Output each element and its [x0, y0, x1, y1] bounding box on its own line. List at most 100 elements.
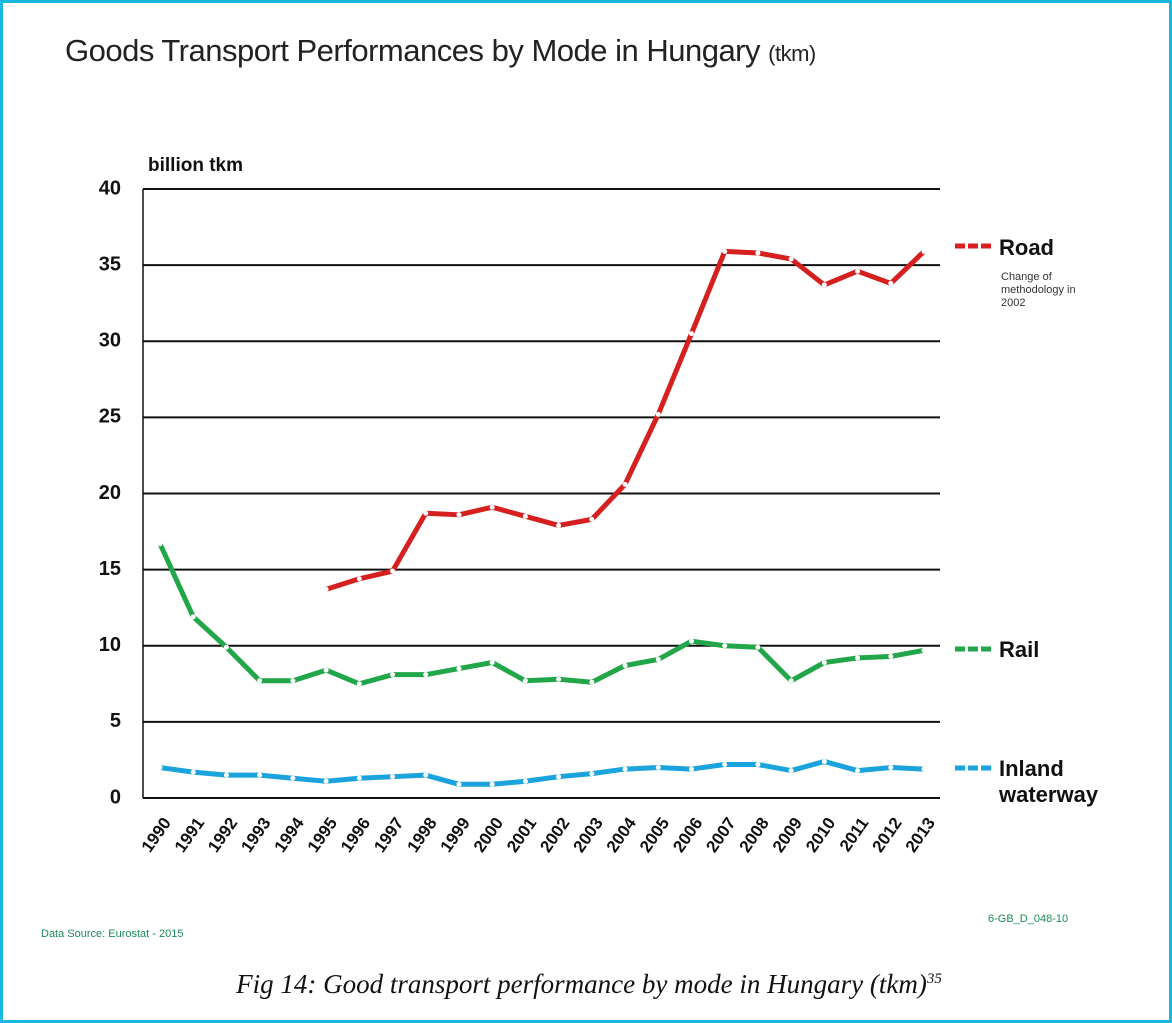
- x-tick-label: 2007: [702, 814, 739, 856]
- caption-ref: 35: [927, 971, 942, 987]
- point-marker: [556, 774, 561, 779]
- point-marker: [224, 773, 229, 778]
- point-marker: [755, 250, 760, 255]
- point-marker: [390, 774, 395, 779]
- point-marker: [623, 767, 628, 772]
- x-tick-label: 2013: [902, 814, 939, 856]
- point-marker: [656, 765, 661, 770]
- figure-code: 6-GB_D_048-10: [988, 913, 1068, 925]
- point-marker: [789, 678, 794, 683]
- page: 0510152025303540199019911992199319941995…: [0, 0, 1172, 1023]
- point-marker: [755, 645, 760, 650]
- point-marker: [523, 779, 528, 784]
- point-marker: [191, 614, 196, 619]
- point-marker: [158, 765, 163, 770]
- point-marker: [224, 645, 229, 650]
- x-tick-label: 2012: [868, 814, 905, 856]
- title-text: Goods Transport Performances by Mode in …: [65, 33, 760, 68]
- annotation: Change of methodology in 2002: [1001, 271, 1081, 310]
- point-marker: [423, 773, 428, 778]
- x-tick-label: 2011: [836, 814, 873, 855]
- legend-label: Road: [999, 235, 1119, 261]
- x-tick-label: 2003: [570, 814, 607, 856]
- point-marker: [789, 768, 794, 773]
- point-marker: [191, 770, 196, 775]
- point-marker: [888, 765, 893, 770]
- point-marker: [556, 677, 561, 682]
- caption: Fig 14: Good transport performance by mo…: [3, 969, 1172, 1000]
- x-tick-label: 2006: [669, 814, 706, 856]
- point-marker: [888, 281, 893, 286]
- point-marker: [922, 648, 927, 653]
- point-marker: [589, 517, 594, 522]
- point-marker: [257, 773, 262, 778]
- point-marker: [324, 779, 329, 784]
- x-tick-label: 2005: [636, 814, 673, 856]
- point-marker: [490, 782, 495, 787]
- point-marker: [922, 249, 927, 254]
- x-tick-label: 1997: [370, 814, 407, 856]
- x-tick-label: 2008: [736, 814, 773, 856]
- series-line: [160, 544, 924, 684]
- point-marker: [456, 666, 461, 671]
- point-marker: [423, 511, 428, 516]
- point-marker: [623, 482, 628, 487]
- point-marker: [357, 681, 362, 686]
- point-marker: [257, 678, 262, 683]
- caption-text: Fig 14: Good transport performance by mo…: [236, 969, 927, 999]
- point-marker: [888, 654, 893, 659]
- series-line: [326, 251, 924, 589]
- y-tick-label: 35: [99, 253, 121, 275]
- point-marker: [722, 249, 727, 254]
- point-marker: [855, 768, 860, 773]
- y-tick-label: 40: [99, 177, 121, 199]
- point-marker: [589, 771, 594, 776]
- point-marker: [423, 672, 428, 677]
- point-marker: [755, 762, 760, 767]
- y-tick-label: 30: [99, 330, 121, 352]
- point-marker: [324, 587, 329, 592]
- point-marker: [490, 505, 495, 510]
- point-marker: [789, 257, 794, 262]
- point-marker: [623, 663, 628, 668]
- y-tick-label: 0: [110, 786, 121, 808]
- x-tick-label: 2010: [802, 814, 839, 856]
- title-unit: (tkm): [768, 41, 816, 66]
- point-marker: [456, 512, 461, 517]
- x-tick-label: 2000: [470, 814, 507, 856]
- x-tick-label: 1998: [403, 814, 440, 856]
- x-tick-label: 1993: [237, 814, 274, 856]
- point-marker: [390, 672, 395, 677]
- point-marker: [656, 412, 661, 417]
- point-marker: [722, 643, 727, 648]
- series-line: [160, 761, 924, 784]
- point-marker: [822, 759, 827, 764]
- y-axis-label: billion tkm: [148, 155, 243, 177]
- point-marker: [855, 269, 860, 274]
- y-tick-label: 10: [99, 634, 121, 656]
- point-marker: [523, 678, 528, 683]
- point-marker: [722, 762, 727, 767]
- point-marker: [390, 569, 395, 574]
- x-tick-label: 1996: [337, 814, 374, 856]
- point-marker: [290, 678, 295, 683]
- x-tick-label: 1992: [204, 814, 241, 856]
- y-tick-label: 15: [99, 558, 121, 580]
- point-marker: [689, 331, 694, 336]
- point-marker: [158, 541, 163, 546]
- y-tick-label: 20: [99, 482, 121, 504]
- point-marker: [324, 668, 329, 673]
- point-marker: [689, 639, 694, 644]
- chart-title: Goods Transport Performances by Mode in …: [65, 33, 816, 69]
- point-marker: [922, 767, 927, 772]
- x-tick-label: 2004: [603, 814, 641, 856]
- y-tick-label: 5: [110, 710, 121, 732]
- x-tick-label: 1995: [304, 814, 341, 856]
- x-tick-label: 2009: [769, 814, 806, 856]
- point-marker: [689, 767, 694, 772]
- x-tick-label: 2002: [536, 814, 573, 856]
- legend-label: Rail: [999, 637, 1119, 663]
- point-marker: [357, 576, 362, 581]
- x-tick-label: 1991: [171, 814, 208, 856]
- point-marker: [589, 680, 594, 685]
